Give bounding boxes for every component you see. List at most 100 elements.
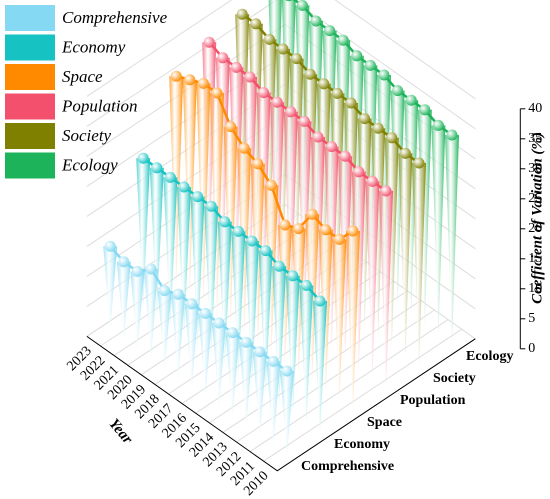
z-tick-label: 40: [528, 101, 542, 116]
cone: [103, 246, 118, 331]
cone: [157, 290, 172, 369]
ball: [310, 15, 322, 27]
ball: [219, 216, 231, 228]
ball: [186, 298, 198, 310]
category-label: Ecology: [466, 349, 513, 364]
legend-label: Ecology: [61, 155, 118, 174]
cone: [212, 323, 226, 407]
ball: [172, 288, 184, 300]
ball: [419, 104, 431, 116]
ball: [203, 36, 215, 48]
cone: [297, 121, 312, 332]
legend-label: Population: [61, 96, 138, 115]
z-tick-label: 25: [528, 191, 542, 206]
axis-edge: [86, 335, 476, 472]
ball: [246, 235, 258, 247]
ball: [298, 115, 310, 127]
ball: [285, 106, 297, 118]
ball: [405, 94, 417, 106]
ball: [164, 171, 176, 183]
ball: [151, 162, 163, 174]
ball: [287, 270, 299, 282]
ball: [314, 295, 326, 307]
legend-swatch: [5, 5, 55, 31]
cone: [136, 158, 151, 309]
cone: [283, 111, 298, 322]
category-label: Comprehensive: [301, 459, 394, 474]
cone: [130, 271, 145, 350]
ball: [359, 113, 371, 125]
floor-line: [249, 319, 449, 453]
ball: [312, 131, 324, 143]
ball: [293, 223, 305, 235]
legend-label: Space: [62, 67, 103, 86]
z-tick-label: 20: [528, 221, 542, 236]
legend-swatch: [5, 152, 55, 179]
cone: [365, 181, 380, 380]
ball: [258, 87, 270, 99]
ball: [240, 336, 252, 348]
ball: [372, 122, 384, 134]
ball: [380, 185, 392, 197]
cone: [231, 231, 246, 376]
ball: [304, 68, 316, 80]
cone: [313, 301, 327, 433]
ball: [205, 200, 217, 212]
ball: [244, 71, 256, 83]
ball: [145, 263, 157, 275]
ball: [333, 233, 345, 245]
cone: [243, 77, 257, 293]
cone: [280, 371, 294, 455]
ball: [351, 50, 363, 62]
ball: [273, 260, 285, 272]
ball: [254, 346, 266, 358]
ball: [285, 0, 293, 2]
ball: [279, 219, 291, 231]
category-label: Society: [433, 371, 476, 386]
ball: [331, 87, 343, 99]
ball: [306, 208, 318, 220]
cone: [190, 196, 205, 347]
ball: [324, 25, 336, 37]
cone: [163, 177, 178, 328]
ball: [159, 285, 171, 297]
legend-swatch: [5, 34, 55, 61]
ball: [318, 78, 330, 90]
cone: [149, 167, 164, 318]
cone: [445, 135, 459, 345]
floor-line: [236, 309, 435, 443]
legend-label: Society: [62, 126, 112, 145]
ball: [236, 8, 248, 20]
ball: [337, 34, 349, 46]
cone: [346, 231, 360, 411]
ball: [326, 141, 338, 153]
ball: [178, 181, 190, 193]
z-tick-label: 15: [528, 251, 542, 266]
z-tick-label: 35: [528, 131, 542, 146]
ball: [300, 279, 312, 291]
z-tick-label: 10: [528, 281, 542, 296]
category-label: Population: [400, 393, 466, 408]
cone: [204, 206, 219, 357]
cone: [210, 93, 224, 315]
cone: [332, 239, 347, 402]
ball: [184, 74, 196, 86]
cone: [217, 221, 232, 366]
cone: [198, 313, 213, 398]
ball: [118, 256, 130, 268]
ball: [267, 355, 279, 367]
floor-line: [263, 328, 462, 462]
cone: [252, 351, 267, 436]
grid-line: [86, 0, 476, 130]
cone: [291, 228, 306, 373]
ball: [296, 0, 308, 11]
ball: [432, 119, 444, 131]
cone: [285, 275, 300, 414]
cone: [245, 241, 259, 385]
ball: [413, 157, 425, 169]
ball: [364, 59, 376, 71]
cone: [351, 171, 366, 370]
cone: [229, 67, 244, 284]
z-tick-label: 0: [528, 341, 535, 356]
